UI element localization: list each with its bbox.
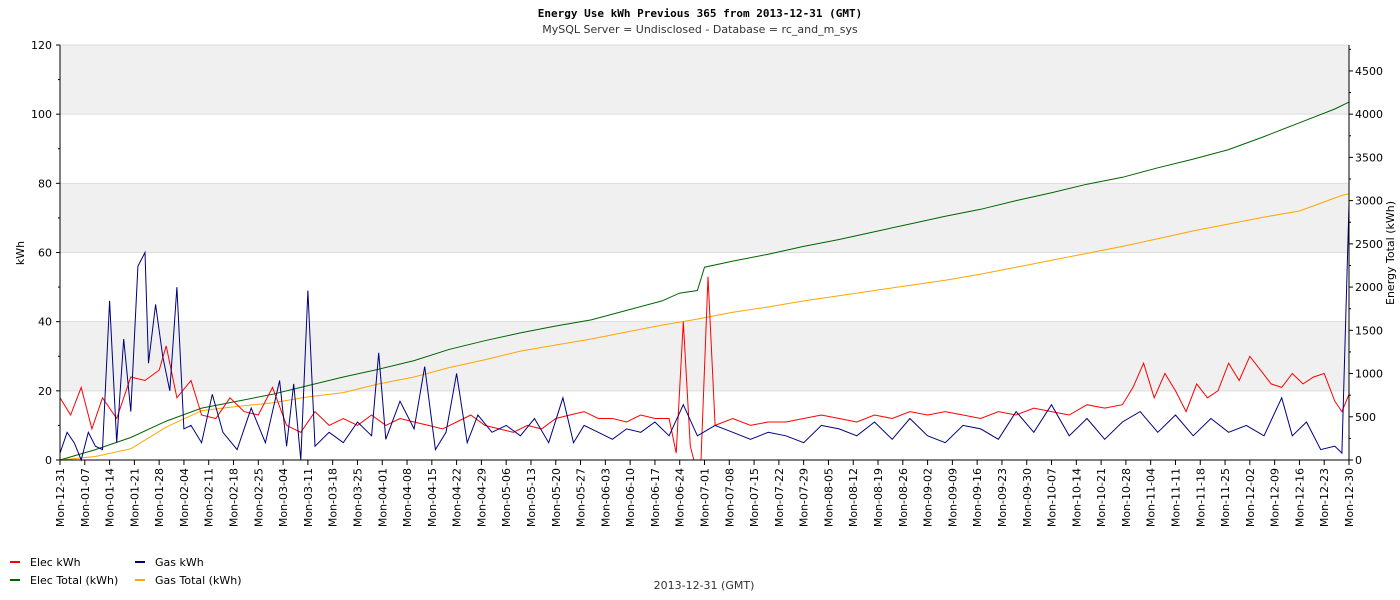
chart-title: Energy Use kWh Previous 365 from 2013-12… (538, 7, 863, 20)
plot-band (60, 45, 1349, 115)
plot-bands (60, 45, 1349, 460)
y2-tick-label: 2500 (1355, 238, 1383, 251)
y-tick-label: 100 (31, 108, 52, 121)
x-tick-label: Mon-04-15 (426, 468, 439, 527)
x-tick-label: Mon-07-08 (723, 468, 736, 527)
y-tick-label: 80 (38, 177, 52, 190)
x-tick-label: Mon-01-07 (79, 468, 92, 527)
y-tick-label: 40 (38, 316, 52, 329)
x-tick-label: Mon-07-22 (773, 468, 786, 527)
x-tick-label: Mon-08-12 (847, 468, 860, 527)
chart-subtitle: MySQL Server = Undisclosed - Database = … (542, 23, 858, 36)
series-layer (59, 101, 1350, 462)
x-tick-label: Mon-09-23 (996, 468, 1009, 527)
x-tick-label: Mon-11-11 (1169, 468, 1182, 527)
x-tick-label: Mon-11-25 (1219, 468, 1232, 527)
x-tick-label: Mon-02-25 (252, 468, 265, 527)
y2-tick-label: 1500 (1355, 324, 1383, 337)
y-tick-label: 60 (38, 247, 52, 260)
x-tick-label: Mon-10-14 (1070, 468, 1083, 527)
x-tick-label: Mon-05-27 (575, 468, 588, 527)
plot-band (60, 390, 1349, 460)
plot-band (60, 252, 1349, 322)
x-tick-label: Mon-12-30 (1343, 468, 1356, 527)
y-tick-label: 0 (45, 454, 52, 467)
x-tick-label: Mon-02-04 (178, 468, 191, 527)
x-tick-label: Mon-09-02 (922, 468, 935, 527)
y2-tick-label: 2000 (1355, 281, 1383, 294)
x-tick-label: Mon-01-21 (128, 468, 141, 527)
x-tick-label: Mon-11-18 (1194, 468, 1207, 527)
x-tick-label: Mon-09-30 (1021, 468, 1034, 527)
x-tick-label: Mon-04-29 (475, 468, 488, 527)
x-tick-label: Mon-03-04 (277, 468, 290, 527)
y2-axis-label: Energy Total (kWh) (1384, 201, 1397, 305)
y-tick-label: 120 (31, 39, 52, 52)
x-tick-label: Mon-04-01 (376, 468, 389, 527)
x-tick-label: Mon-08-26 (897, 468, 910, 527)
x-tick-label: Mon-07-15 (748, 468, 761, 527)
series-line-elec-total-kwh (59, 101, 1350, 461)
x-tick-label: Mon-06-17 (649, 468, 662, 527)
x-tick-label: Mon-12-09 (1269, 468, 1282, 527)
y2-tick-label: 500 (1355, 411, 1376, 424)
y2-tick-label: 3500 (1355, 151, 1383, 164)
x-tick-label: Mon-08-19 (872, 468, 885, 527)
x-tick-label: Mon-05-20 (550, 468, 563, 527)
x-tick-label: Mon-04-08 (401, 468, 414, 527)
x-tick-label: Mon-01-28 (153, 468, 166, 527)
series-line-elec-kwh (59, 276, 1350, 461)
x-tick-label: Mon-10-21 (1095, 468, 1108, 527)
legend-label: Elec Total (kWh) (30, 574, 118, 587)
x-tick-label: Mon-07-01 (699, 468, 712, 527)
plot-band (60, 183, 1349, 253)
x-tick-label: Mon-10-07 (1046, 468, 1059, 527)
y2-tick-label: 4000 (1355, 108, 1383, 121)
y2-tick-label: 1000 (1355, 368, 1383, 381)
y2-tick-label: 0 (1355, 454, 1362, 467)
x-tick-label: Mon-03-25 (351, 468, 364, 527)
x-tick-label: Mon-09-16 (971, 468, 984, 527)
x-tick-label: Mon-09-09 (946, 468, 959, 527)
x-tick-label: Mon-01-14 (104, 468, 117, 527)
legend-label: Gas kWh (155, 556, 204, 569)
legend-label: Elec kWh (30, 556, 81, 569)
x-tick-label: Mon-06-03 (599, 468, 612, 527)
x-tick-label: Mon-05-06 (500, 468, 513, 527)
series-line-gas-kwh (59, 204, 1350, 462)
x-tick-label: Mon-03-18 (327, 468, 340, 527)
x-tick-label: Mon-05-13 (525, 468, 538, 527)
x-tick-label: Mon-06-24 (674, 468, 687, 527)
chart-footer: 2013-12-31 (GMT) (654, 579, 755, 592)
y2-axis-ticks: 0 500 1000 1500 2000 2500 3000 3500 4000 4500 (1349, 48, 1383, 467)
x-tick-label: Mon-06-10 (624, 468, 637, 527)
y-tick-label: 20 (38, 385, 52, 398)
legend-label: Gas Total (kWh) (155, 574, 241, 587)
x-tick-label: Mon-04-22 (451, 468, 464, 527)
x-axis-ticks: Mon-12-31 Mon-01-07 Mon-01-14 Mon-01-21 Mon-… (54, 460, 1356, 527)
x-tick-label: Mon-12-16 (1293, 468, 1306, 527)
y-axis-ticks: 0 20 40 60 80 100 120 (31, 39, 60, 467)
x-tick-label: Mon-11-04 (1145, 468, 1158, 527)
x-tick-label: Mon-03-11 (302, 468, 315, 527)
y-axis-label: kWh (14, 241, 27, 265)
x-tick-label: Mon-02-11 (203, 468, 216, 527)
y2-tick-label: 4500 (1355, 65, 1383, 78)
x-tick-label: Mon-08-05 (822, 468, 835, 527)
x-tick-label: Mon-12-31 (54, 468, 67, 527)
x-tick-label: Mon-12-23 (1318, 468, 1331, 527)
x-tick-label: Mon-07-29 (798, 468, 811, 527)
series-line-gas-total-kwh (59, 193, 1350, 461)
x-tick-label: Mon-02-18 (228, 468, 241, 527)
legend: Elec kWh Elec Total (kWh) Gas kWh Gas Total… (10, 556, 241, 587)
y2-tick-label: 3000 (1355, 195, 1383, 208)
x-tick-label: Mon-12-02 (1244, 468, 1257, 527)
plot-band (60, 114, 1349, 184)
x-tick-label: Mon-10-28 (1120, 468, 1133, 527)
